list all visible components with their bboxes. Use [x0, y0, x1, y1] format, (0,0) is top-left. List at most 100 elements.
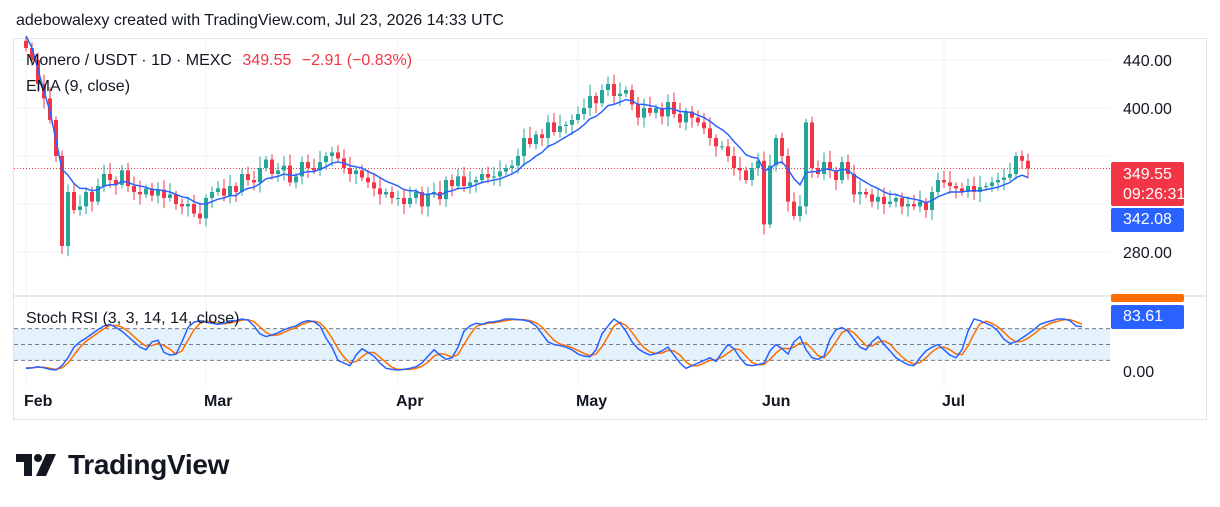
candle-body [912, 204, 916, 207]
candle-body [762, 160, 766, 225]
stoch-k-tag: 83.61 [1111, 305, 1184, 329]
candle-body [612, 84, 616, 96]
candle-body [978, 187, 982, 192]
candle-body [456, 176, 460, 186]
candle-body [390, 192, 394, 198]
candle-body [528, 138, 532, 144]
candle-body [504, 168, 508, 172]
candle-body [366, 177, 370, 183]
y-tick-label: 280.00 [1123, 245, 1172, 262]
candle-body [84, 192, 88, 207]
candle-body [144, 188, 148, 195]
candle-body [462, 176, 466, 186]
y-tick-label: 400.00 [1123, 101, 1172, 118]
candle-body [642, 108, 646, 118]
candle-body [534, 134, 538, 144]
candle-body [288, 165, 292, 183]
candle-body [630, 90, 634, 105]
candle-body [408, 198, 412, 204]
last-price-value: 349.55 [1123, 166, 1172, 183]
candle-body [96, 186, 100, 202]
candle-body [690, 111, 694, 118]
candle-body [810, 122, 814, 168]
symbol-change: −2.91 (−0.83%) [301, 52, 413, 69]
candle-body [738, 168, 742, 171]
stoch-k-line [25, 318, 1083, 371]
stoch-y-tick-label: 0.00 [1123, 364, 1154, 381]
candle-body [954, 186, 958, 189]
candle-body [300, 162, 304, 177]
candle-body [1002, 177, 1006, 180]
candle-body [774, 138, 778, 166]
candle-body [246, 174, 250, 180]
candle-body [306, 162, 310, 168]
candle-body [996, 180, 1000, 183]
candle-body [648, 108, 652, 113]
candle-body [330, 152, 334, 156]
candle-body [264, 159, 268, 168]
candle-body [324, 156, 328, 162]
candle-body [192, 204, 196, 214]
candle-body [90, 192, 94, 202]
candle-body [276, 170, 280, 174]
candle-body [30, 48, 34, 60]
candle-body [468, 182, 472, 186]
candle-body [792, 201, 796, 216]
candle-body [174, 194, 178, 204]
candle-body [726, 146, 730, 156]
ema-legend: EMA (9, close) [26, 78, 131, 95]
candle-body [60, 156, 64, 246]
candle-body [756, 160, 760, 168]
candle-body [768, 165, 772, 225]
candle-body [540, 134, 544, 138]
ema-price-tag: 342.08 [1111, 208, 1184, 232]
candle-body [486, 174, 490, 178]
candle-body [480, 174, 484, 180]
candle-body [900, 198, 904, 207]
candle-body [336, 152, 340, 159]
candle-body [822, 162, 826, 174]
candle-body [546, 122, 550, 138]
candle-body [990, 182, 994, 186]
candle-body [858, 192, 862, 195]
candle-body [948, 182, 952, 186]
candle-body [594, 96, 598, 104]
candle-body [138, 192, 142, 195]
candle-body [210, 192, 214, 198]
candle-body [732, 156, 736, 168]
candle-body [720, 146, 724, 148]
candle-body [960, 188, 964, 192]
chart-caption: adebowalexy created with TradingView.com… [16, 12, 504, 29]
candle-body [882, 196, 886, 204]
candle-body [216, 188, 220, 192]
candle-body [840, 162, 844, 180]
candle-body [1014, 156, 1018, 174]
candle-body [252, 180, 256, 183]
candle-body [906, 204, 910, 207]
candle-body [852, 174, 856, 195]
candle-body [696, 117, 700, 123]
candle-body [186, 204, 190, 207]
candle-body [942, 180, 946, 183]
candle-body [708, 128, 712, 138]
tradingview-logo[interactable]: TradingView [16, 448, 229, 482]
candle-body [102, 174, 106, 186]
candle-body [150, 188, 154, 196]
candle-body [804, 122, 808, 207]
candle-body [984, 186, 988, 188]
candle-body [294, 176, 298, 183]
candle-body [114, 180, 118, 185]
candle-body [510, 165, 514, 168]
candle-body [420, 192, 424, 207]
candle-body [888, 201, 892, 204]
candle-body [258, 168, 262, 183]
candle-body [600, 90, 604, 104]
candle-body [240, 174, 244, 192]
candle-body [636, 104, 640, 118]
candle-body [396, 198, 400, 199]
candle-body [702, 122, 706, 129]
candle-body [414, 192, 418, 198]
candle-body [966, 186, 970, 192]
symbol-name: Monero / USDT · 1D · MEXC [26, 52, 232, 69]
